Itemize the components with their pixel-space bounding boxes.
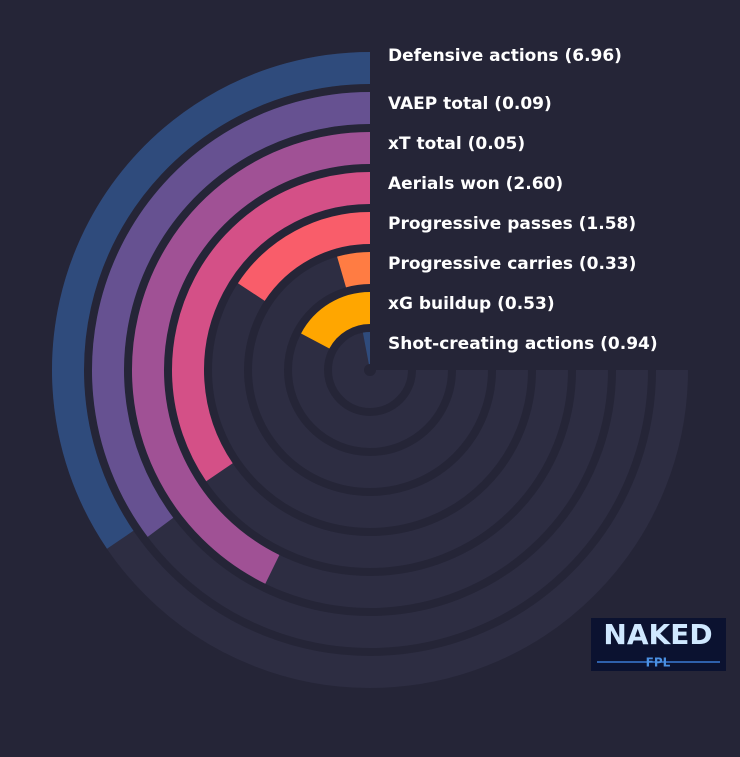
bar [301,292,371,350]
bar [132,132,371,584]
bar [337,252,371,288]
track [332,332,408,408]
bar-label: Aerials won (2.60) [388,174,563,194]
bar-label: xG buildup (0.53) [388,294,555,314]
bar-label: Progressive carries (0.33) [388,254,636,274]
logo-subtitle: FPL [646,656,671,670]
track [252,252,488,488]
bar-label: Progressive passes (1.58) [388,214,636,234]
bar-label: Shot-creating actions (0.94) [388,334,658,354]
bar [172,172,371,482]
bar [92,92,371,537]
bar [52,52,371,549]
bar-label: Defensive actions (6.96) [388,46,622,66]
bar [237,212,371,302]
bar-label: xT total (0.05) [388,134,525,154]
logo: NAKED FPL [591,618,726,671]
bar-label: VAEP total (0.09) [388,94,552,114]
logo-title: NAKED [603,618,712,651]
